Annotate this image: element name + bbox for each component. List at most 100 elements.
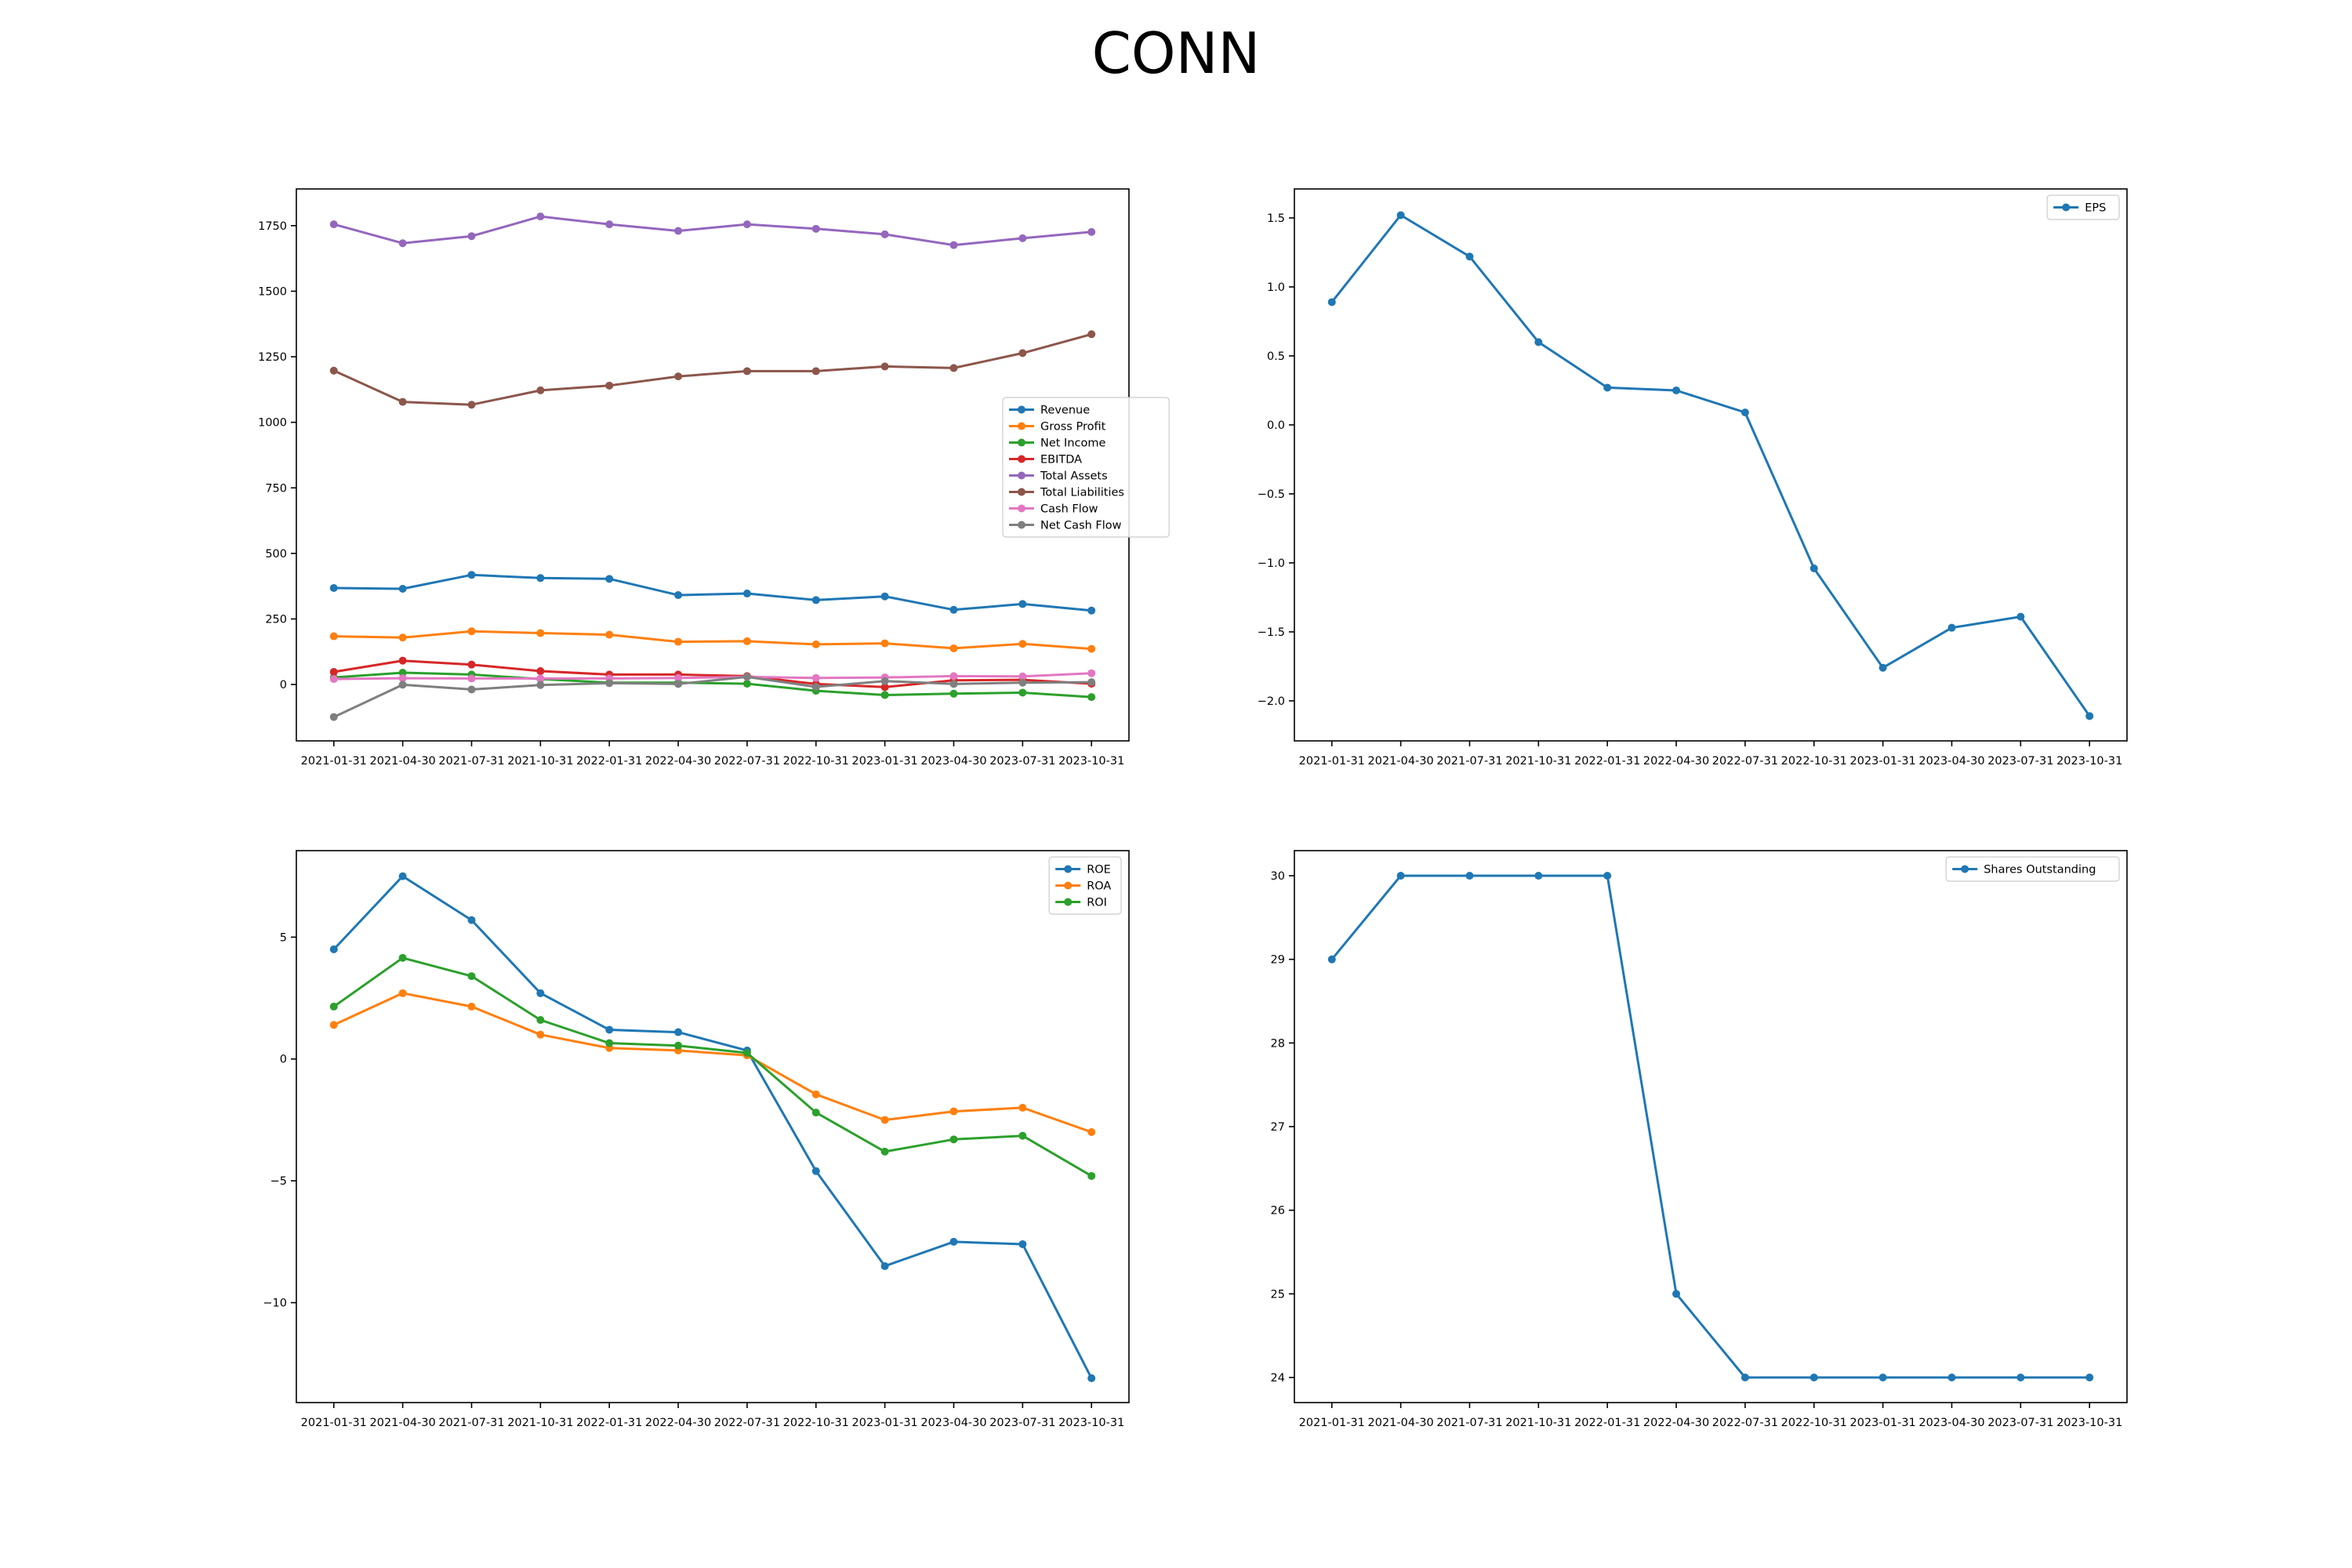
x-tick-label: 2023-01-31 xyxy=(852,1417,918,1429)
data-point xyxy=(1087,606,1096,615)
legend-swatch-marker xyxy=(1064,865,1073,873)
x-tick-label: 2022-10-31 xyxy=(783,1417,849,1429)
data-point xyxy=(742,220,751,229)
legend-swatch-marker xyxy=(1018,405,1025,414)
data-point xyxy=(880,592,889,601)
data-point xyxy=(742,673,751,681)
series-net-income xyxy=(329,669,1096,702)
data-point xyxy=(467,916,476,924)
x-tick-label: 2021-04-30 xyxy=(370,755,436,768)
data-point xyxy=(1018,1131,1027,1140)
series-roi xyxy=(329,953,1096,1180)
series-total-liabilities xyxy=(329,330,1096,409)
data-point xyxy=(811,640,820,648)
data-point xyxy=(536,1016,545,1025)
legend-label: EPS xyxy=(2085,202,2106,215)
y-tick-label: 30 xyxy=(1271,870,1285,883)
x-tick-label: 2021-01-31 xyxy=(1299,755,1365,768)
x-tick-label: 2022-10-31 xyxy=(783,755,849,768)
data-point xyxy=(398,397,407,406)
data-point xyxy=(949,241,958,249)
data-point xyxy=(398,681,407,689)
data-point xyxy=(1087,693,1096,702)
data-point xyxy=(811,367,820,376)
x-tick-label: 2021-04-30 xyxy=(370,1417,436,1429)
eps-chart: 2021-01-31 2021-04-30 2021-07-31 2021-10-31… xyxy=(1258,188,2128,768)
y-tick-label: 0.0 xyxy=(1267,419,1285,432)
legend-swatch-marker xyxy=(1018,422,1025,430)
x-tick-label: 2022-01-31 xyxy=(576,755,642,768)
x-tick-label: 2021-01-31 xyxy=(1299,1417,1365,1429)
data-point xyxy=(811,224,820,233)
x-tick-label: 2022-07-31 xyxy=(714,755,780,768)
x-tick-label: 2023-01-31 xyxy=(1850,755,1916,768)
x-tick-label: 2023-04-30 xyxy=(1918,755,1984,768)
data-point xyxy=(2085,1374,2094,1381)
data-point xyxy=(605,381,614,390)
series-roe xyxy=(329,872,1096,1382)
x-tick-label: 2022-07-31 xyxy=(1712,1417,1778,1429)
data-point xyxy=(536,681,545,689)
data-point xyxy=(605,630,614,639)
x-tick-label: 2023-10-31 xyxy=(2056,1417,2122,1429)
series-eps xyxy=(1327,211,2094,720)
legend-label: Shares Outstanding xyxy=(1984,864,2096,877)
y-tick-label: −5 xyxy=(270,1175,287,1188)
data-point xyxy=(880,677,889,685)
data-point xyxy=(329,584,338,593)
data-point xyxy=(467,674,476,683)
data-point xyxy=(1087,644,1096,653)
data-point xyxy=(674,680,683,688)
x-tick-label: 2023-07-31 xyxy=(989,755,1055,768)
data-point xyxy=(1327,298,1336,307)
data-point xyxy=(605,220,614,229)
x-tick-label: 2021-10-31 xyxy=(1505,755,1571,768)
data-point xyxy=(467,972,476,981)
series-line xyxy=(333,630,1092,651)
x-tick-label: 2022-04-30 xyxy=(1643,755,1709,768)
x-tick-label: 2021-07-31 xyxy=(1436,755,1502,768)
data-point xyxy=(536,574,545,583)
series-line xyxy=(333,672,1092,681)
data-point xyxy=(398,656,407,665)
series-line xyxy=(333,332,1092,406)
data-point xyxy=(1878,663,1887,672)
x-tick-label: 2021-01-31 xyxy=(301,1417,367,1429)
data-point xyxy=(2016,1374,2025,1381)
y-tick-label: −2.0 xyxy=(1258,695,1285,708)
data-point xyxy=(329,366,338,375)
data-point xyxy=(536,629,545,637)
data-point xyxy=(2085,712,2094,720)
legend-frame xyxy=(1945,856,2120,882)
data-point xyxy=(742,680,751,688)
y-tick-label: 28 xyxy=(1271,1037,1285,1050)
data-point xyxy=(674,372,683,381)
x-tick-label: 2023-10-31 xyxy=(2056,755,2122,768)
y-tick-label: 0 xyxy=(280,679,287,691)
x-tick-label: 2022-01-31 xyxy=(1574,755,1640,768)
data-point xyxy=(1534,338,1543,347)
data-point xyxy=(1809,564,1818,572)
y-tick-label: −10 xyxy=(263,1298,287,1310)
y-tick-label: 5 xyxy=(280,931,287,944)
y-tick-label: −1.0 xyxy=(1258,557,1285,570)
legend: Shares Outstanding xyxy=(1945,856,2120,882)
x-tick-label: 2021-04-30 xyxy=(1368,755,1434,768)
series-line xyxy=(1330,213,2091,717)
data-point xyxy=(536,1030,545,1039)
data-point xyxy=(1087,1171,1096,1180)
data-point xyxy=(1018,600,1027,608)
data-point xyxy=(949,364,958,372)
x-tick-label: 2021-07-31 xyxy=(1436,1417,1502,1429)
legend-swatch-marker xyxy=(1018,438,1025,447)
legend-swatch-marker xyxy=(1064,881,1073,890)
y-tick-label: 1500 xyxy=(258,285,287,298)
data-point xyxy=(811,1167,820,1175)
x-tick-label: 2021-10-31 xyxy=(1505,1417,1571,1429)
data-point xyxy=(605,679,614,688)
series-line xyxy=(333,215,1092,247)
legend: Revenue Gross Profit Net Income EBITDA Total… xyxy=(1002,397,1170,538)
legend-label: Gross Profit xyxy=(1040,421,1106,434)
legend-label: Net Cash Flow xyxy=(1040,520,1122,532)
data-point xyxy=(949,680,958,688)
